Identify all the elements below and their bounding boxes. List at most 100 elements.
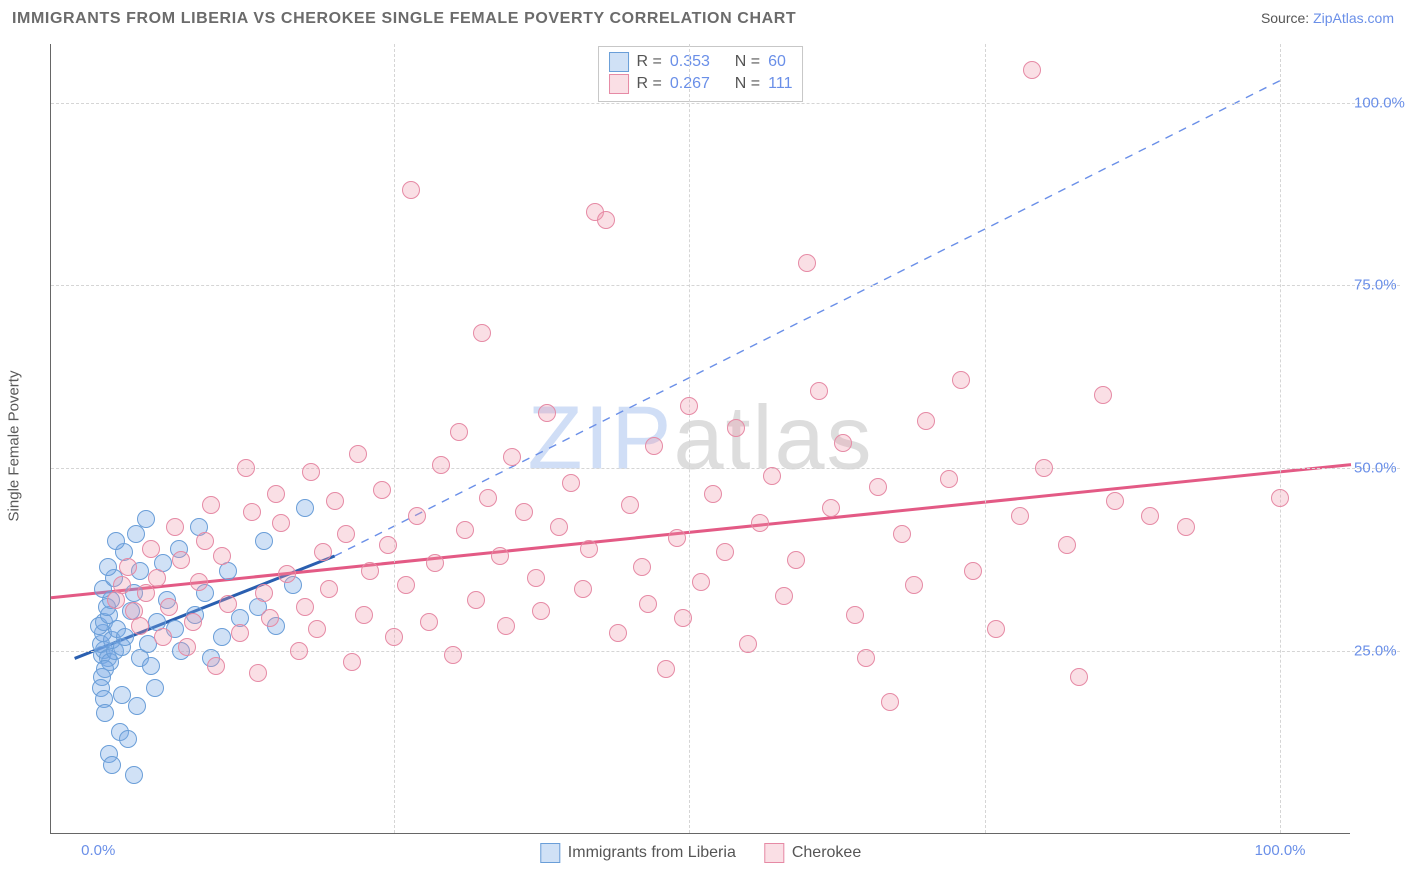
data-point-cherokee (426, 554, 444, 572)
data-point-cherokee (532, 602, 550, 620)
data-point-cherokee (231, 624, 249, 642)
vgrid-line (394, 44, 395, 833)
data-point-cherokee (917, 412, 935, 430)
legend-label-liberia: Immigrants from Liberia (568, 844, 736, 862)
swatch-cherokee (609, 74, 629, 94)
data-point-cherokee (1070, 668, 1088, 686)
data-point-cherokee (1011, 507, 1029, 525)
data-point-cherokee (219, 595, 237, 613)
data-point-cherokee (314, 543, 332, 561)
data-point-cherokee (574, 580, 592, 598)
title-bar: IMMIGRANTS FROM LIBERIA VS CHEROKEE SING… (12, 10, 1394, 28)
trend-lines (51, 44, 1350, 833)
data-point-cherokee (272, 514, 290, 532)
data-point-cherokee (213, 547, 231, 565)
data-point-cherokee (822, 499, 840, 517)
data-point-cherokee (373, 481, 391, 499)
data-point-cherokee (987, 620, 1005, 638)
data-point-cherokee (184, 613, 202, 631)
y-tick-label: 75.0% (1354, 277, 1400, 294)
data-point-cherokee (1106, 492, 1124, 510)
data-point-liberia (128, 697, 146, 715)
data-point-cherokee (905, 576, 923, 594)
hgrid-line (51, 285, 1400, 286)
data-point-cherokee (645, 437, 663, 455)
data-point-cherokee (869, 478, 887, 496)
data-point-cherokee (473, 324, 491, 342)
data-point-cherokee (113, 576, 131, 594)
data-point-cherokee (160, 598, 178, 616)
data-point-cherokee (580, 540, 598, 558)
data-point-cherokee (657, 660, 675, 678)
data-point-cherokee (402, 181, 420, 199)
data-point-cherokee (775, 587, 793, 605)
data-point-cherokee (343, 653, 361, 671)
data-point-cherokee (397, 576, 415, 594)
data-point-cherokee (278, 565, 296, 583)
scatter-plot: ZIPatlas R = 0.353 N = 60 R = 0.267 N = … (50, 44, 1350, 834)
data-point-cherokee (467, 591, 485, 609)
data-point-cherokee (515, 503, 533, 521)
data-point-cherokee (302, 463, 320, 481)
data-point-cherokee (952, 371, 970, 389)
legend-item-liberia: Immigrants from Liberia (540, 843, 736, 863)
data-point-cherokee (633, 558, 651, 576)
data-point-cherokee (491, 547, 509, 565)
data-point-cherokee (408, 507, 426, 525)
x-tick-label: 100.0% (1255, 842, 1306, 859)
data-point-liberia (107, 532, 125, 550)
data-point-liberia (119, 730, 137, 748)
source-link[interactable]: ZipAtlas.com (1313, 10, 1394, 26)
data-point-cherokee (846, 606, 864, 624)
hgrid-line (51, 651, 1400, 652)
bottom-legend: Immigrants from Liberia Cherokee (540, 843, 861, 863)
n-label: N = (735, 73, 760, 95)
data-point-cherokee (1023, 61, 1041, 79)
data-point-cherokee (609, 624, 627, 642)
stats-legend: R = 0.353 N = 60 R = 0.267 N = 111 (598, 46, 804, 102)
data-point-cherokee (361, 562, 379, 580)
n-value-liberia: 60 (768, 51, 786, 73)
legend-item-cherokee: Cherokee (764, 843, 861, 863)
n-label: N = (735, 51, 760, 73)
data-point-cherokee (308, 620, 326, 638)
r-label: R = (637, 51, 662, 73)
data-point-cherokee (674, 609, 692, 627)
data-point-cherokee (562, 474, 580, 492)
data-point-cherokee (131, 617, 149, 635)
data-point-cherokee (810, 382, 828, 400)
data-point-cherokee (1177, 518, 1195, 536)
data-point-liberia (296, 499, 314, 517)
data-point-cherokee (420, 613, 438, 631)
data-point-cherokee (326, 492, 344, 510)
data-point-cherokee (1035, 459, 1053, 477)
data-point-cherokee (639, 595, 657, 613)
data-point-liberia (142, 657, 160, 675)
swatch-liberia (609, 52, 629, 72)
data-point-cherokee (379, 536, 397, 554)
data-point-liberia (146, 679, 164, 697)
data-point-cherokee (349, 445, 367, 463)
data-point-cherokee (202, 496, 220, 514)
data-point-cherokee (940, 470, 958, 488)
data-point-cherokee (267, 485, 285, 503)
data-point-cherokee (621, 496, 639, 514)
data-point-cherokee (296, 598, 314, 616)
x-tick-label: 0.0% (81, 842, 115, 859)
data-point-cherokee (290, 642, 308, 660)
data-point-cherokee (172, 551, 190, 569)
data-point-liberia (99, 558, 117, 576)
data-point-cherokee (255, 584, 273, 602)
data-point-cherokee (857, 649, 875, 667)
data-point-cherokee (763, 467, 781, 485)
data-point-cherokee (237, 459, 255, 477)
data-point-cherokee (787, 551, 805, 569)
data-point-liberia (125, 766, 143, 784)
data-point-cherokee (432, 456, 450, 474)
data-point-cherokee (834, 434, 852, 452)
swatch-cherokee-bottom (764, 843, 784, 863)
data-point-liberia (255, 532, 273, 550)
data-point-cherokee (261, 609, 279, 627)
data-point-cherokee (550, 518, 568, 536)
vgrid-line (1280, 44, 1281, 833)
